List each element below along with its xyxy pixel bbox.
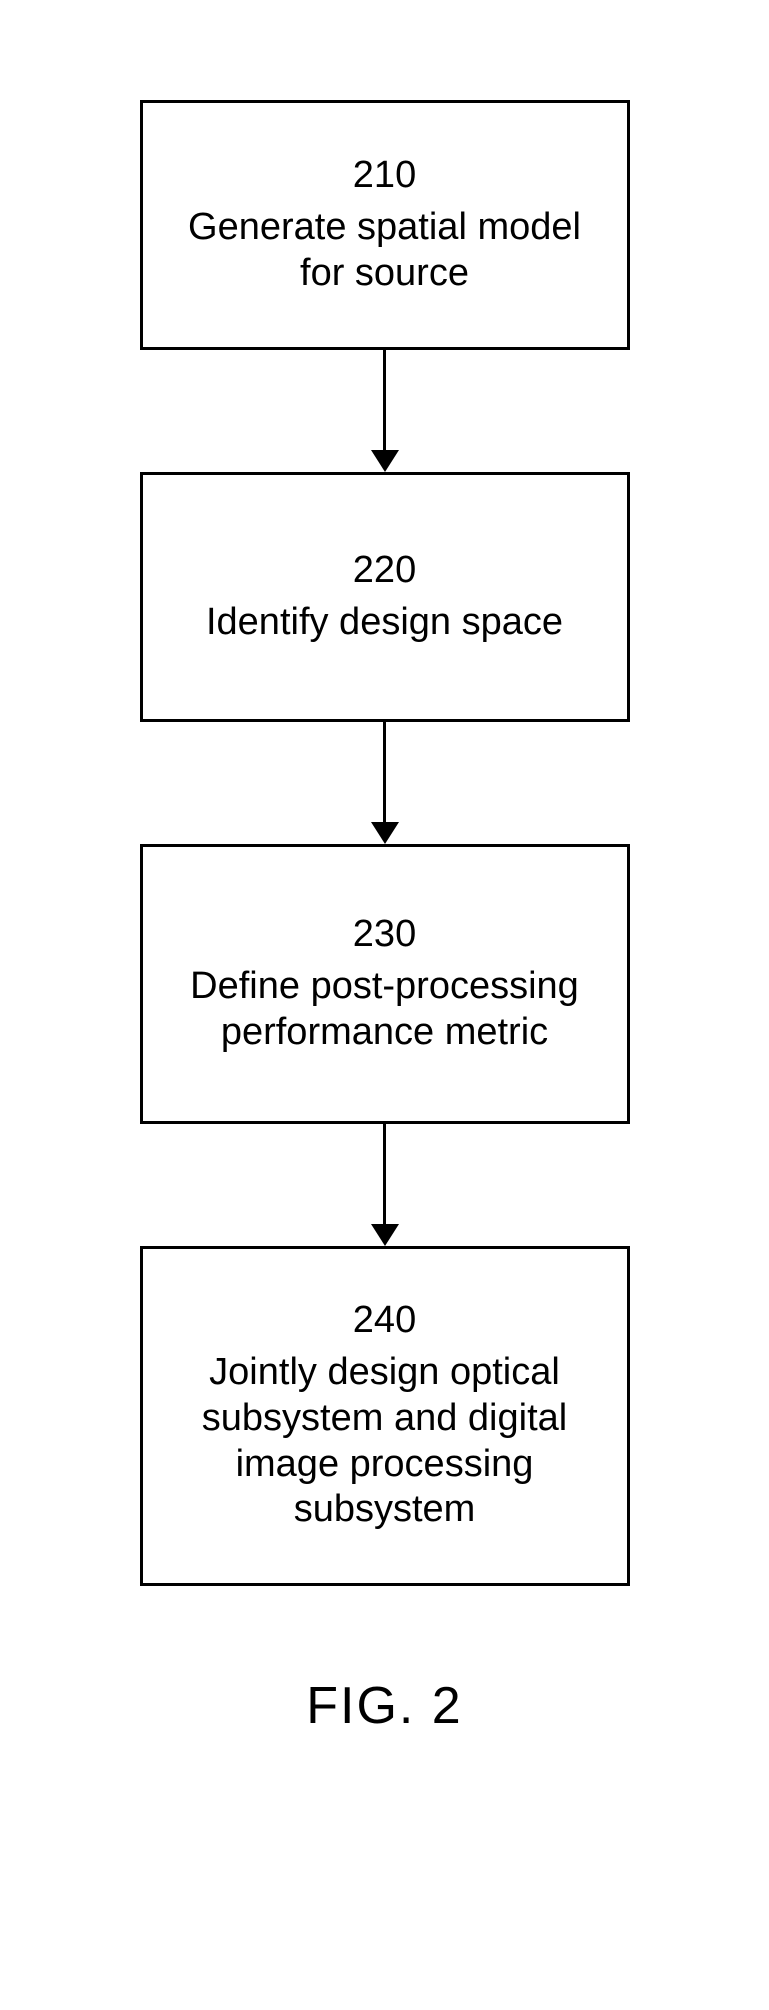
- box-number: 220: [353, 549, 416, 592]
- box-number: 230: [353, 913, 416, 956]
- box-text: Define post-processing performance metri…: [163, 964, 607, 1055]
- figure-label: FIG. 2: [306, 1676, 462, 1736]
- flow-box-210: 210 Generate spatial model for source: [140, 100, 630, 350]
- flow-box-240: 240 Jointly design optical subsystem and…: [140, 1246, 630, 1586]
- box-number: 210: [353, 154, 416, 197]
- flow-box-230: 230 Define post-processing performance m…: [140, 844, 630, 1124]
- box-text: Generate spatial model for source: [163, 205, 607, 296]
- arrow-2: [371, 722, 399, 844]
- flow-box-220: 220 Identify design space: [140, 472, 630, 722]
- arrow-line: [383, 722, 386, 822]
- arrow-head-icon: [371, 450, 399, 472]
- box-number: 240: [353, 1299, 416, 1342]
- arrow-line: [383, 350, 386, 450]
- arrow-line: [383, 1124, 386, 1224]
- arrow-head-icon: [371, 822, 399, 844]
- arrow-3: [371, 1124, 399, 1246]
- flowchart-container: 210 Generate spatial model for source 22…: [0, 100, 769, 1736]
- box-text: Jointly design optical subsystem and dig…: [163, 1350, 607, 1532]
- arrow-1: [371, 350, 399, 472]
- box-text: Identify design space: [206, 600, 563, 646]
- arrow-head-icon: [371, 1224, 399, 1246]
